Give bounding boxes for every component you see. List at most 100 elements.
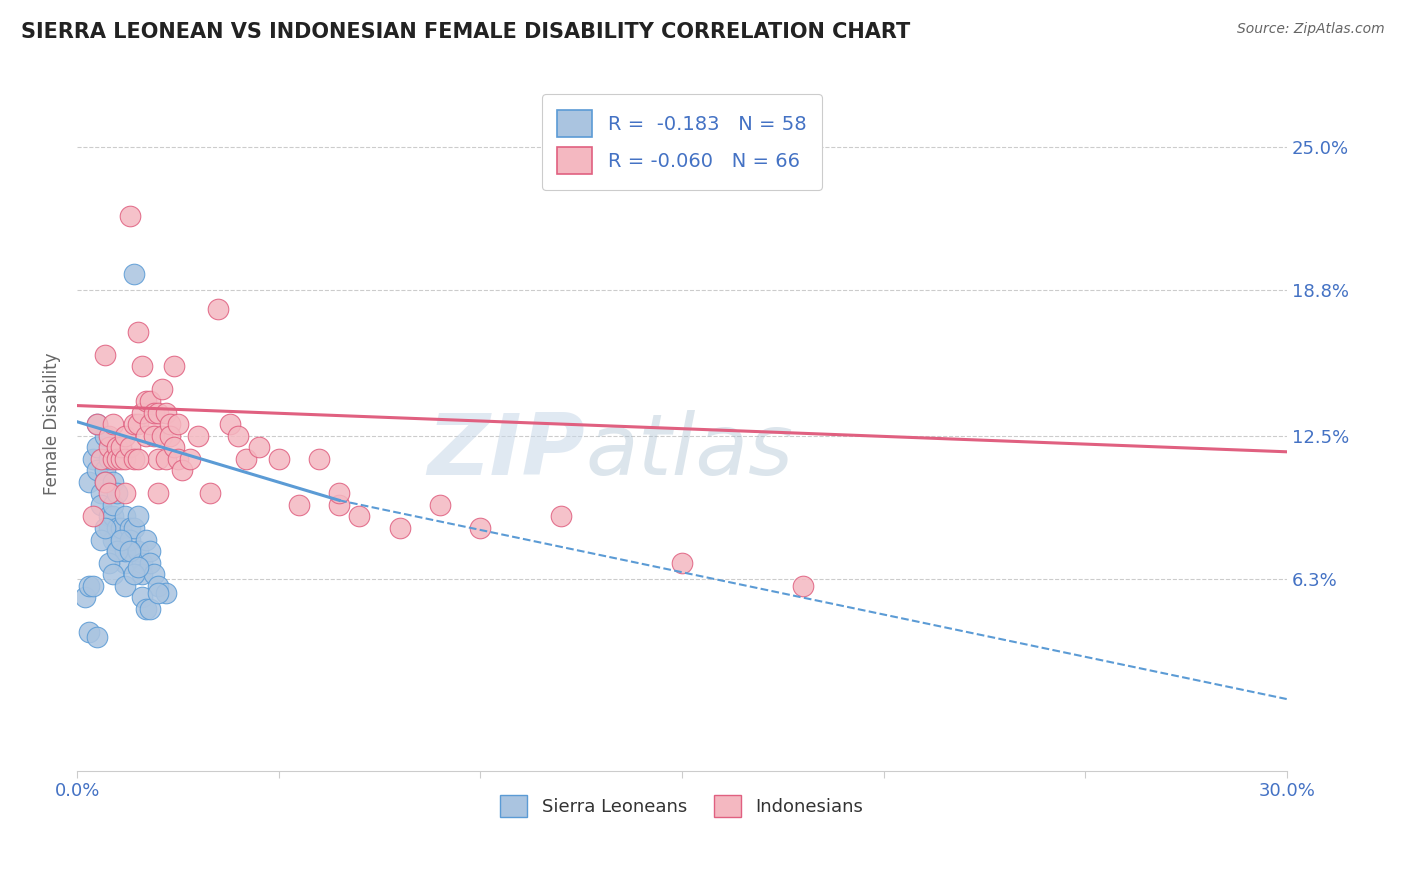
Point [167, 451, 190, 466]
Point [114, 428, 136, 442]
Point [155, 586, 177, 600]
Point [77, 625, 100, 640]
Point [131, 591, 153, 605]
Point [142, 428, 165, 442]
Point [150, 428, 173, 442]
Point [131, 567, 153, 582]
Point [138, 544, 160, 558]
Point [170, 463, 193, 477]
Y-axis label: Female Disability: Female Disability [44, 353, 60, 495]
Point [86, 463, 108, 477]
Point [94, 521, 117, 535]
Point [127, 417, 149, 431]
Point [103, 475, 125, 489]
Point [118, 521, 141, 535]
Point [308, 451, 330, 466]
Point [470, 521, 492, 535]
Point [349, 509, 371, 524]
Point [103, 451, 125, 466]
Point [135, 533, 157, 547]
Point [98, 556, 121, 570]
Point [118, 544, 141, 558]
Point [288, 498, 311, 512]
Point [86, 417, 108, 431]
Point [86, 440, 108, 454]
Point [235, 451, 257, 466]
Point [107, 521, 129, 535]
Point [146, 451, 169, 466]
Point [163, 440, 186, 454]
Point [107, 451, 129, 466]
Point [228, 428, 250, 442]
Point [94, 475, 117, 489]
Point [122, 451, 145, 466]
Point [107, 486, 129, 500]
Point [114, 509, 136, 524]
Point [107, 544, 129, 558]
Point [114, 486, 136, 500]
Text: ZIP: ZIP [427, 410, 585, 493]
Point [110, 521, 132, 535]
Point [142, 405, 165, 419]
Point [127, 560, 149, 574]
Text: SIERRA LEONEAN VS INDONESIAN FEMALE DISABILITY CORRELATION CHART: SIERRA LEONEAN VS INDONESIAN FEMALE DISA… [21, 22, 910, 42]
Point [219, 417, 242, 431]
Point [107, 440, 129, 454]
Point [103, 509, 125, 524]
Point [146, 586, 169, 600]
Point [138, 417, 160, 431]
Point [138, 394, 160, 409]
Point [146, 486, 169, 500]
Text: Source: ZipAtlas.com: Source: ZipAtlas.com [1237, 22, 1385, 37]
Text: atlas: atlas [585, 410, 793, 493]
Point [114, 556, 136, 570]
Point [135, 602, 157, 616]
Point [98, 521, 121, 535]
Point [82, 451, 104, 466]
Point [90, 451, 112, 466]
Point [179, 451, 201, 466]
Point [118, 533, 141, 547]
Point [127, 451, 149, 466]
Point [86, 417, 108, 431]
Point [163, 359, 186, 374]
Point [429, 498, 451, 512]
Point [138, 556, 160, 570]
Point [127, 325, 149, 339]
Point [127, 544, 149, 558]
Point [388, 521, 411, 535]
Point [146, 405, 169, 419]
Point [94, 428, 117, 442]
Point [159, 428, 181, 442]
Point [671, 556, 693, 570]
Point [135, 428, 157, 442]
Point [90, 486, 112, 500]
Point [98, 509, 121, 524]
Point [131, 405, 153, 419]
Point [110, 440, 132, 454]
Point [159, 417, 181, 431]
Point [142, 567, 165, 582]
Point [98, 440, 121, 454]
Point [82, 579, 104, 593]
Point [98, 451, 121, 466]
Point [135, 394, 157, 409]
Point [110, 533, 132, 547]
Point [103, 533, 125, 547]
Point [114, 544, 136, 558]
Point [550, 509, 572, 524]
Point [110, 533, 132, 547]
Point [118, 209, 141, 223]
Point [187, 428, 209, 442]
Point [77, 579, 100, 593]
Point [131, 359, 153, 374]
Point [82, 509, 104, 524]
Point [103, 567, 125, 582]
Point [94, 463, 117, 477]
Point [90, 498, 112, 512]
Point [127, 509, 149, 524]
Point [207, 301, 229, 316]
Point [110, 451, 132, 466]
Point [77, 475, 100, 489]
Point [138, 602, 160, 616]
